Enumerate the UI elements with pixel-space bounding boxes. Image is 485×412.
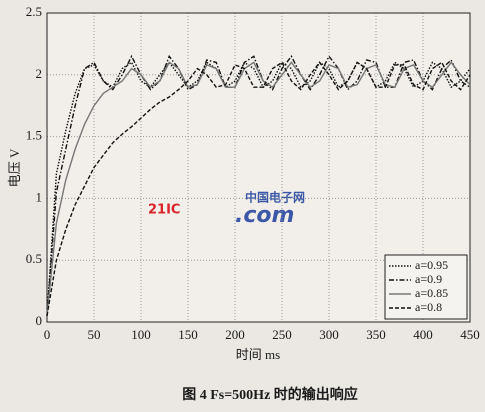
- x-axis-label: 时间 ms: [236, 347, 280, 362]
- x-tick-label: 300: [319, 327, 339, 342]
- y-tick-label: 1: [36, 189, 43, 204]
- y-tick-label: 1.5: [26, 128, 42, 143]
- watermark-cn: 中国电子网: [245, 190, 305, 205]
- series-line: [46, 54, 471, 316]
- x-tick-label: 150: [178, 327, 198, 342]
- legend-label: a=0.95: [415, 258, 448, 272]
- x-tick-label: 50: [88, 327, 101, 342]
- watermark-logo: 21IC: [148, 203, 180, 218]
- y-tick-label: 2.5: [26, 4, 42, 19]
- watermark-dotcom: .com: [235, 203, 294, 228]
- plot-frame: [46, 12, 471, 323]
- x-tick-label: 450: [460, 327, 480, 342]
- x-tick-label: 200: [225, 327, 245, 342]
- x-tick-label: 0: [44, 327, 51, 342]
- y-tick-label: 0: [36, 313, 43, 328]
- x-tick-label: 400: [413, 327, 433, 342]
- y-tick-label: 2: [36, 66, 43, 81]
- legend-label: a=0.8: [415, 300, 442, 314]
- x-tick-label: 250: [272, 327, 292, 342]
- series-line: [46, 61, 471, 316]
- legend-label: a=0.85: [415, 286, 448, 300]
- legend-label: a=0.9: [415, 272, 442, 286]
- series-line: [46, 61, 471, 316]
- caption: 图 4 Fs=500Hz 时的输出响应: [182, 386, 358, 403]
- y-tick-label: 0.5: [26, 251, 42, 266]
- y-axis-label: 电压 V: [7, 148, 22, 187]
- x-tick-label: 100: [131, 327, 151, 342]
- x-tick-label: 350: [366, 327, 386, 342]
